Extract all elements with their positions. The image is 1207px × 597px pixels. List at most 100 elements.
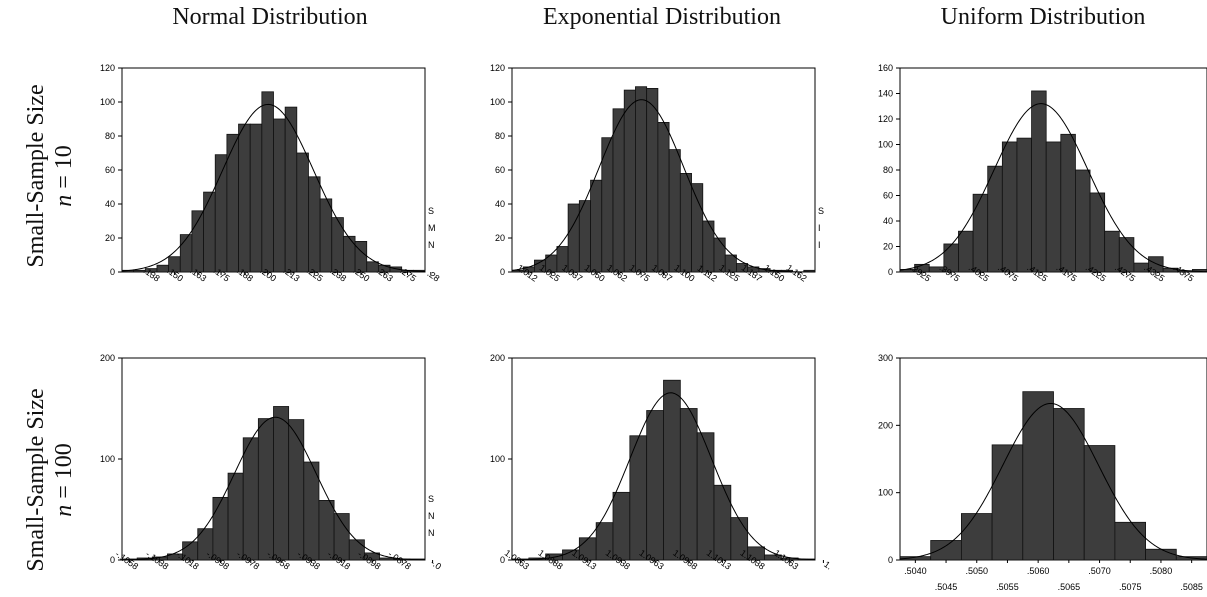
y-tick-label: 0 bbox=[500, 555, 505, 565]
row-label-n10-line1: Small-Sample Size bbox=[23, 84, 49, 268]
histogram-bar bbox=[331, 217, 344, 273]
y-tick-label: 0 bbox=[888, 267, 893, 277]
histogram-bar bbox=[242, 437, 259, 561]
histogram-bar bbox=[273, 406, 290, 561]
side-label: S bbox=[818, 206, 824, 216]
histogram-bar bbox=[257, 418, 274, 561]
normal-fit-curve bbox=[899, 103, 1207, 273]
histogram-normal-n10: 020406080100120.138.150.163.175.188.200.… bbox=[100, 63, 441, 284]
histogram-bar bbox=[679, 173, 692, 273]
side-label: I bbox=[818, 240, 821, 250]
column-title-exponential: Exponential Distribution bbox=[543, 4, 781, 30]
y-tick-label: 160 bbox=[878, 63, 893, 73]
histogram-bar bbox=[296, 152, 309, 273]
histogram-bar bbox=[1083, 445, 1116, 561]
y-tick-label: 60 bbox=[495, 165, 505, 175]
row-label-n100-symbol: n bbox=[51, 504, 77, 517]
side-label: N bbox=[428, 240, 435, 250]
histogram-bar bbox=[227, 472, 244, 561]
histogram-bar bbox=[249, 123, 263, 273]
histogram-bar bbox=[1145, 548, 1177, 561]
side-label: I bbox=[818, 223, 821, 233]
x-tick-label: -.0 bbox=[429, 557, 443, 571]
row-label-n100-value: = 100 bbox=[51, 443, 77, 505]
x-tick-label: 1.162 bbox=[785, 263, 809, 284]
histogram-bar bbox=[612, 491, 631, 561]
x-tick-label: .5070 bbox=[1088, 566, 1111, 576]
histogram-bar bbox=[1053, 408, 1085, 561]
y-tick-label: 40 bbox=[105, 199, 115, 209]
y-tick-label: 20 bbox=[105, 233, 115, 243]
histogram-bar bbox=[203, 191, 216, 273]
x-tick-label: .5050 bbox=[965, 566, 988, 576]
histogram-uniform-n100: 0 100 200 300 .5040 .5050 .5060 .5070 .5080 .5045… bbox=[878, 353, 1207, 592]
y-tick-label: 60 bbox=[105, 165, 115, 175]
histogram-bar bbox=[212, 496, 229, 561]
histogram-bar bbox=[691, 183, 704, 273]
histogram-bar bbox=[214, 154, 228, 273]
histogram-bar bbox=[288, 419, 305, 561]
y-tick-label: 80 bbox=[105, 131, 115, 141]
histogram-bar bbox=[1060, 133, 1076, 273]
normal-fit-curve bbox=[511, 99, 815, 273]
y-tick-label: 120 bbox=[490, 63, 505, 73]
y-tick-label: 200 bbox=[878, 420, 893, 430]
y-tick-label: 80 bbox=[883, 165, 893, 175]
x-tick-label: .275 bbox=[398, 265, 418, 283]
normal-fit-curve bbox=[121, 416, 426, 561]
normal-fit-curve bbox=[121, 103, 426, 273]
histogram-bar bbox=[930, 540, 962, 561]
x-tick-label: .5045 bbox=[935, 582, 958, 592]
row-label-n10-line2: n = 10 bbox=[50, 66, 78, 286]
x-tick-label: .5080 bbox=[1150, 566, 1173, 576]
histogram-bar bbox=[657, 122, 670, 273]
histogram-bar bbox=[961, 513, 993, 561]
x-tick-label: .5040 bbox=[904, 566, 927, 576]
histogram-bar bbox=[1114, 521, 1146, 561]
histogram-bar bbox=[1022, 391, 1054, 561]
side-label: N bbox=[428, 528, 435, 538]
y-tick-label: 20 bbox=[883, 242, 893, 252]
histogram-bar bbox=[646, 410, 664, 561]
histogram-bar bbox=[578, 200, 591, 273]
histogram-bar bbox=[764, 554, 782, 561]
y-tick-label: 0 bbox=[500, 267, 505, 277]
histogram-bar bbox=[226, 133, 239, 273]
x-tick-label: .4375 bbox=[1171, 263, 1195, 284]
x-tick-label: .5075 bbox=[1119, 582, 1142, 592]
row-label-n100: Small-Sample Size n = 100 bbox=[22, 370, 82, 590]
histogram-exponential-n10: 0204060801001201.0121.0251.0371.0501.062… bbox=[490, 63, 824, 284]
side-label: S bbox=[428, 206, 434, 216]
row-label-n10-symbol: n bbox=[51, 194, 77, 207]
y-tick-label: 60 bbox=[883, 191, 893, 201]
y-tick-label: 0 bbox=[110, 267, 115, 277]
y-tick-label: 200 bbox=[100, 353, 115, 363]
histogram-bar bbox=[730, 517, 749, 561]
row-label-n10-value: = 10 bbox=[51, 145, 77, 195]
row-label-n10: Small-Sample Size n = 10 bbox=[22, 66, 82, 286]
x-tick-label: .5085 bbox=[1180, 582, 1203, 592]
y-tick-label: 100 bbox=[100, 97, 115, 107]
histogram-bar bbox=[646, 87, 659, 273]
histogram-bar bbox=[308, 176, 321, 273]
histogram-bar bbox=[1016, 137, 1032, 273]
histogram-bar bbox=[987, 165, 1003, 273]
y-tick-label: 0 bbox=[888, 555, 893, 565]
x-tick-label: .5055 bbox=[996, 582, 1019, 592]
y-tick-label: 100 bbox=[878, 488, 893, 498]
side-label: N bbox=[428, 511, 435, 521]
row-label-n100-line1: Small-Sample Size bbox=[23, 388, 49, 572]
x-tick-label: .28 bbox=[425, 268, 441, 283]
histogram-bar bbox=[348, 539, 365, 561]
y-tick-label: 40 bbox=[495, 199, 505, 209]
histogram-uniform-n10: 020406080100120140160.3925.3975.4025.407… bbox=[878, 63, 1207, 284]
row-label-n100-line2: n = 100 bbox=[50, 370, 78, 590]
histogram-bar bbox=[612, 108, 625, 273]
histogram-bar bbox=[1001, 141, 1018, 273]
histogram-bar bbox=[663, 379, 681, 561]
x-tick-label: .5060 bbox=[1027, 566, 1050, 576]
y-tick-label: 100 bbox=[490, 97, 505, 107]
histogram-bar bbox=[303, 461, 320, 561]
